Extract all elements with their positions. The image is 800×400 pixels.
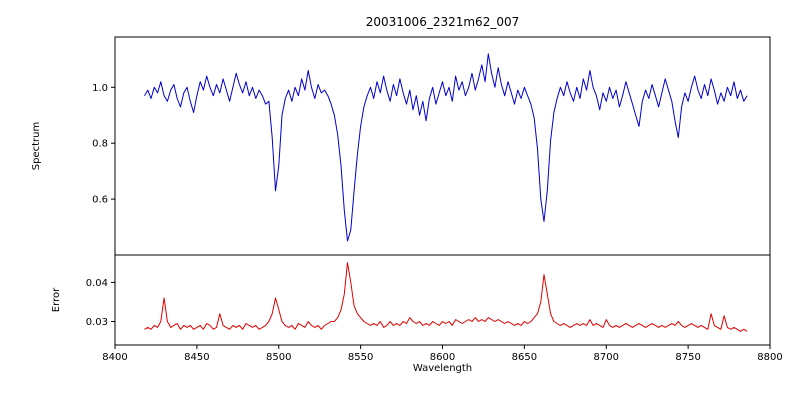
svg-text:8450: 8450 <box>184 352 209 363</box>
svg-text:8750: 8750 <box>675 352 700 363</box>
svg-text:8550: 8550 <box>348 352 373 363</box>
svg-text:0.6: 0.6 <box>92 195 108 206</box>
svg-text:1.0: 1.0 <box>92 83 108 94</box>
spectrum-y-axis-label: Spectrum <box>31 121 42 171</box>
x-axis-label: Wavelength <box>412 363 473 374</box>
svg-text:0.03: 0.03 <box>86 317 108 328</box>
svg-text:8800: 8800 <box>757 352 782 363</box>
svg-text:0.8: 0.8 <box>92 139 108 150</box>
svg-text:0.04: 0.04 <box>86 278 108 289</box>
chart-title: 20031006_2321m62_007 <box>365 15 520 29</box>
svg-text:8650: 8650 <box>512 352 537 363</box>
svg-text:8400: 8400 <box>102 352 127 363</box>
svg-text:8700: 8700 <box>594 352 619 363</box>
error-y-axis-label: Error <box>51 287 62 313</box>
svg-text:8600: 8600 <box>430 352 455 363</box>
svg-text:8500: 8500 <box>266 352 291 363</box>
